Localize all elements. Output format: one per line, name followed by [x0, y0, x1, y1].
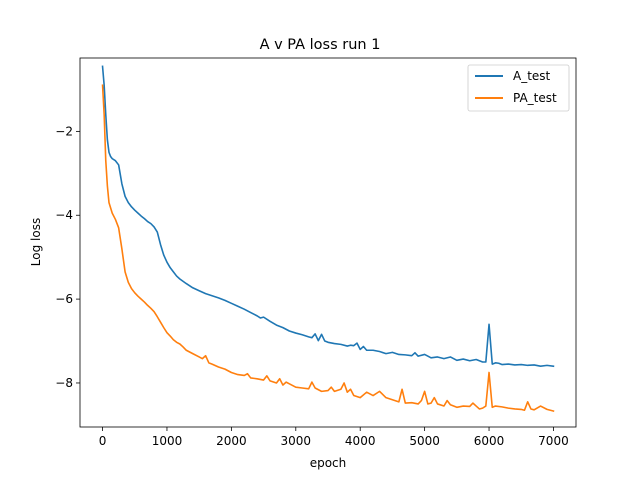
- y-tick-label: −6: [55, 292, 73, 306]
- plot-background: [80, 58, 576, 427]
- x-tick-label: 4000: [345, 434, 376, 448]
- x-tick-label: 5000: [409, 434, 440, 448]
- x-axis-title: epoch: [310, 456, 347, 470]
- legend-label-a-test: A_test: [513, 69, 551, 83]
- series-layer: [101, 65, 555, 413]
- x-tick-label: 2000: [216, 434, 247, 448]
- x-tick-label: 6000: [474, 434, 505, 448]
- x-tick-label: 0: [99, 434, 107, 448]
- legend-label-pa-test: PA_test: [513, 91, 557, 105]
- y-axis: −2 −4 −6 −8: [55, 124, 80, 390]
- series-line-pa-test: [101, 84, 555, 413]
- plot-frame: [79, 57, 577, 428]
- y-tick-label: −4: [55, 208, 73, 222]
- y-tick-label: −8: [55, 376, 73, 390]
- x-axis: 0 1000 2000 3000 4000 5000 6000 7000: [99, 427, 569, 448]
- chart-title: A v PA loss run 1: [260, 37, 381, 53]
- legend: A_test PA_test: [467, 64, 570, 112]
- x-tick-label: 7000: [538, 434, 569, 448]
- y-tick-label: −2: [55, 124, 73, 138]
- y-axis-title: Log loss: [29, 218, 43, 266]
- plot-area: [79, 57, 577, 428]
- x-tick-label: 1000: [152, 434, 183, 448]
- x-tick-label: 3000: [281, 434, 312, 448]
- series-line-a-test: [101, 65, 555, 368]
